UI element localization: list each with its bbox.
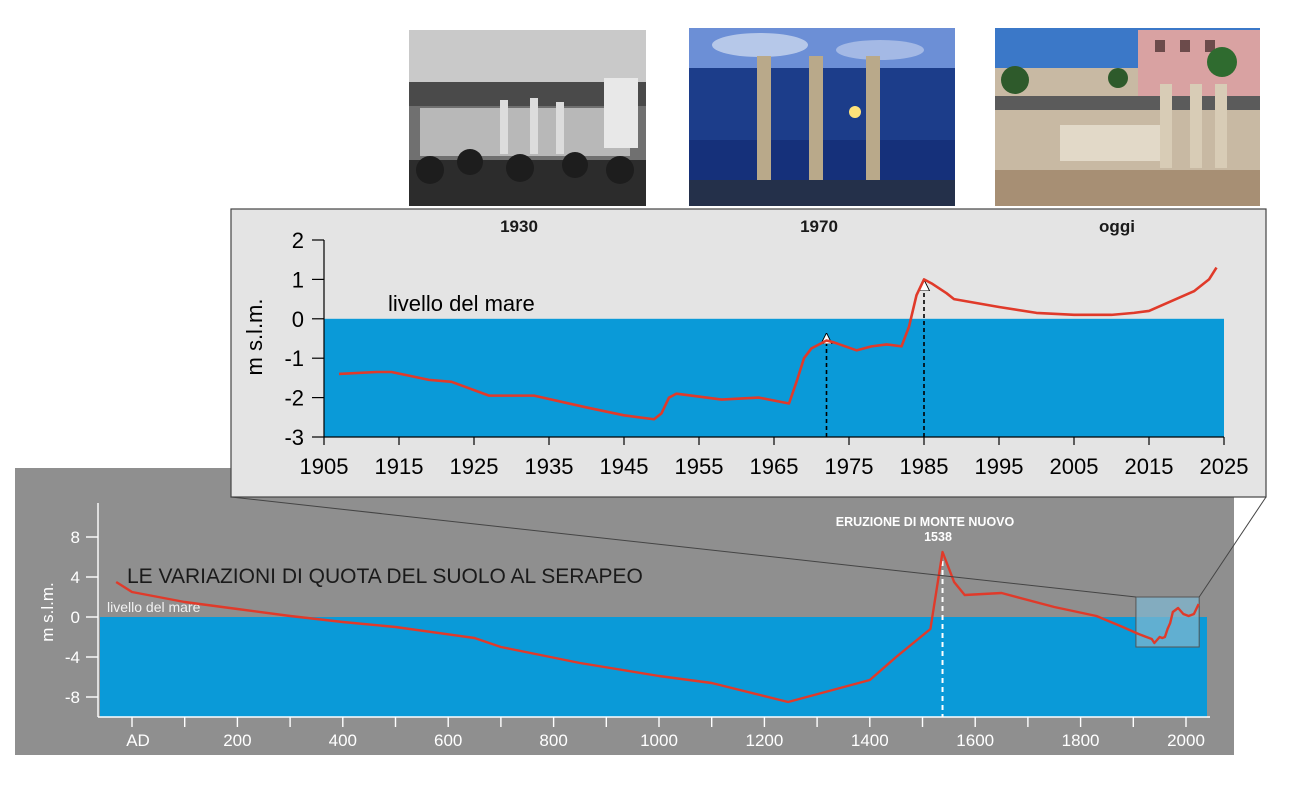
inset-x-tick-label: 1995 (975, 454, 1024, 479)
main-x-tick-label: 2000 (1167, 731, 1205, 750)
inset-x-tick-label: 1935 (525, 454, 574, 479)
main-y-tick-label: 4 (71, 568, 80, 587)
inset-x-tick-label: 1945 (600, 454, 649, 479)
main-chart: 8 4 0 -4 -8 AD 200 400 600 800 1000 1200 1400 1600 18… (15, 468, 1234, 755)
main-x-tick-label: 800 (539, 731, 567, 750)
inset-chart: 1930 1970 oggi 2 1 0 -1 -2 -3 1905 1915 1925 193… (230, 208, 1267, 498)
inset-y-tick-label: -3 (284, 425, 304, 450)
photo-1970 (689, 28, 955, 206)
main-y-axis-label: m s.l.m. (38, 582, 57, 642)
inset-x-tick-label: 1905 (300, 454, 349, 479)
inset-y-tick-label: -2 (284, 386, 304, 411)
inset-y-tick-label: 2 (292, 228, 304, 253)
main-x-tick-label: 1600 (956, 731, 994, 750)
inset-x-tick-label: 1975 (825, 454, 874, 479)
inset-x-tick-label: 1985 (900, 454, 949, 479)
inset-x-tick-label: 2005 (1050, 454, 1099, 479)
main-series-group (115, 550, 1200, 704)
main-x-tick-label: 600 (434, 731, 462, 750)
inset-x-tick-label: 1925 (450, 454, 499, 479)
main-x-tick-label: 1200 (745, 731, 783, 750)
main-x-axis: AD 200 400 600 800 1000 1200 1400 1600 1800 2000 (98, 716, 1210, 750)
main-x-tick-label: 400 (329, 731, 357, 750)
inset-y-axis-label: m s.l.m. (242, 299, 267, 376)
inset-x-tick-label: 1955 (675, 454, 724, 479)
eruption-annotation-title: ERUZIONE DI MONTE NUOVO (836, 515, 1015, 529)
inset-series-line (338, 266, 1218, 421)
photo-label-oggi: oggi (1099, 217, 1135, 236)
photo-today (995, 28, 1260, 206)
main-sea-area (100, 617, 1207, 717)
inset-y-tick-label: 1 (292, 267, 304, 292)
inset-region-highlight (1135, 596, 1200, 648)
inset-x-tick-label: 2015 (1125, 454, 1174, 479)
inset-y-axis: 2 1 0 -1 -2 -3 (284, 228, 325, 450)
main-x-tick-label: AD (126, 731, 150, 750)
main-x-tick-label: 1000 (640, 731, 678, 750)
zoom-connector-left (230, 496, 1136, 598)
main-y-tick-label: -8 (65, 688, 80, 707)
inset-x-tick-label: 2025 (1200, 454, 1249, 479)
main-chart-title: LE VARIAZIONI DI QUOTA DEL SUOLO AL SERA… (127, 565, 643, 588)
eruption-annotation-year: 1538 (924, 530, 952, 544)
inset-sea-level-label: livello del mare (388, 291, 535, 316)
main-y-tick-label: -4 (65, 648, 80, 667)
inset-y-tick-label: -1 (284, 346, 304, 371)
inset-y-tick-label: 0 (292, 307, 304, 332)
main-y-tick-label: 0 (71, 608, 80, 627)
inset-x-axis: 1905 1915 1925 1935 1945 1955 1965 1975 1985 1995… (300, 436, 1249, 479)
main-x-tick-label: 1800 (1062, 731, 1100, 750)
main-series-line (115, 550, 1200, 704)
inset-x-tick-label: 1965 (750, 454, 799, 479)
inset-series-group (338, 266, 1218, 421)
photo-strip (409, 28, 1260, 206)
photo-label-1970: 1970 (800, 217, 838, 236)
main-sea-level-label: livello del mare (107, 599, 201, 615)
inset-sea-area (324, 318, 1224, 437)
photo-label-1930: 1930 (500, 217, 538, 236)
main-y-axis: 8 4 0 -4 -8 (65, 503, 99, 717)
photo-1930 (409, 30, 646, 206)
inset-arrows (827, 285, 925, 437)
inset-x-tick-label: 1915 (375, 454, 424, 479)
main-x-tick-label: 200 (223, 731, 251, 750)
main-x-tick-label: 1400 (851, 731, 889, 750)
zoom-connector-right (1198, 496, 1267, 598)
main-y-tick-label: 8 (71, 528, 80, 547)
